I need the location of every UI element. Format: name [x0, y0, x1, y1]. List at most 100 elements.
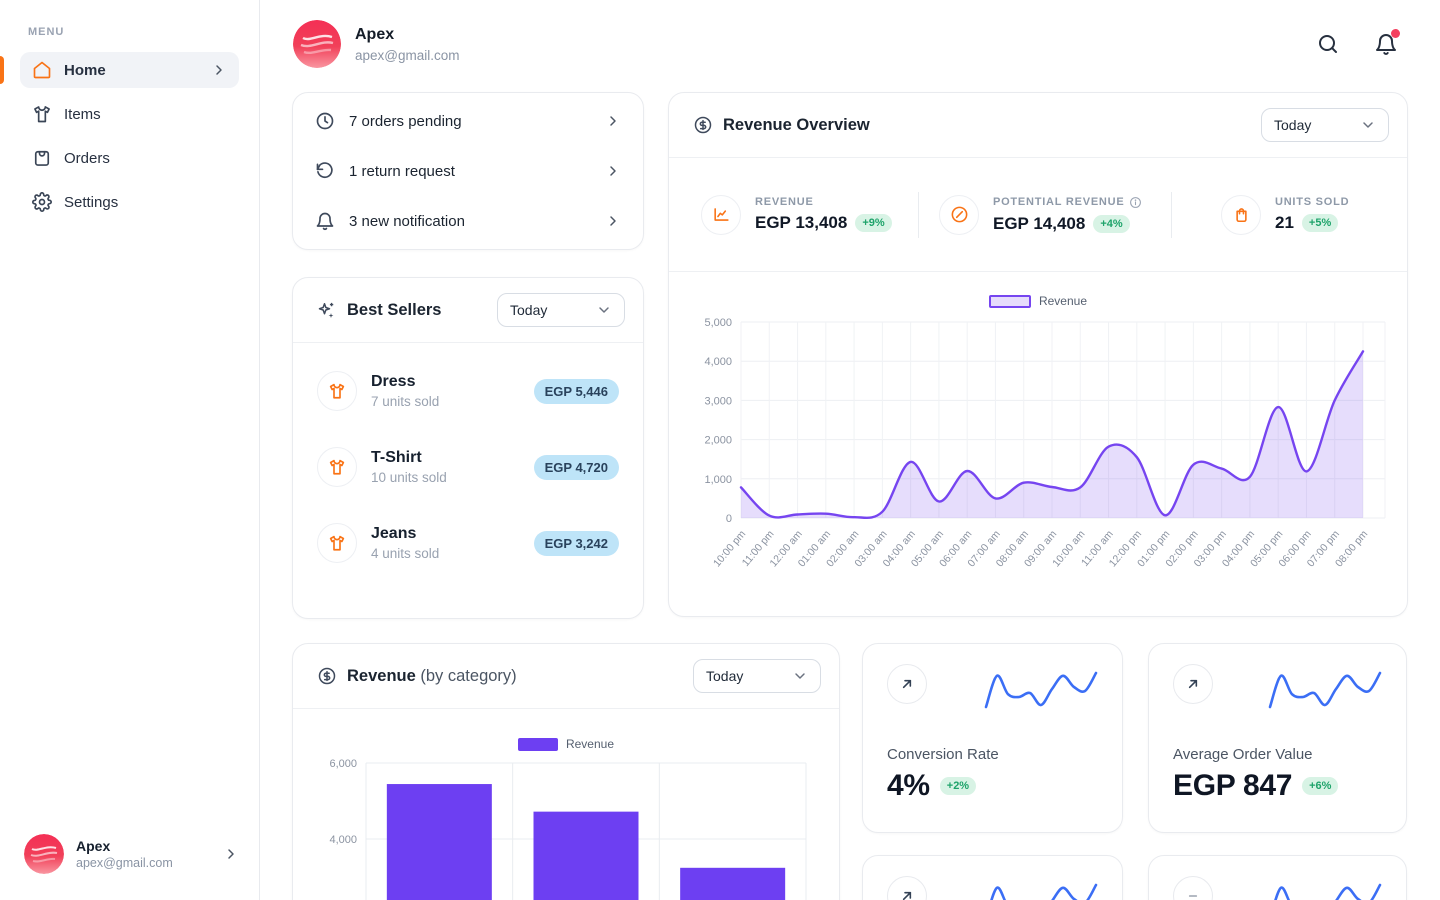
- sidebar-item-settings[interactable]: Settings: [20, 184, 239, 220]
- sidebar-item-orders[interactable]: Orders: [20, 140, 239, 176]
- conversion-rate-card: Conversion Rate 4% +2%: [862, 643, 1123, 833]
- chevron-right-icon: [605, 163, 621, 179]
- sidebar-item-label: Home: [64, 61, 106, 79]
- stat-label: UNITS SOLD: [1275, 196, 1350, 208]
- undo-icon: [315, 161, 335, 181]
- card-title: Best Sellers: [347, 300, 442, 319]
- revenue-by-category-card: Revenue (by category) Today Revenue 02,0…: [292, 643, 840, 900]
- best-seller-row-tshirt[interactable]: T-Shirt 10 units sold EGP 4,720: [317, 429, 619, 505]
- product-tshirt-icon: [317, 447, 357, 487]
- best-seller-row-dress[interactable]: Dress 7 units sold EGP 5,446: [317, 353, 619, 429]
- topbar: Apex apex@gmail.com: [260, 0, 1440, 88]
- notification-bell-icon[interactable]: [1374, 29, 1400, 56]
- sidebar-nav: Home Items Orders Settings: [0, 52, 259, 220]
- product-name: Dress: [371, 373, 416, 390]
- sparkline-chart: [990, 883, 1098, 900]
- new-notifications-row[interactable]: 3 new notification: [315, 196, 621, 246]
- sidebar-item-label: Settings: [64, 193, 119, 211]
- sparkline-chart: [1268, 671, 1382, 709]
- y-axis-tick: 4,000: [704, 356, 732, 368]
- product-price-badge: EGP 4,720: [533, 454, 619, 480]
- best-sellers-list: Dress 7 units sold EGP 5,446 T-Shirt 10 …: [293, 343, 643, 581]
- kpi-label: Average Order Value: [1173, 746, 1313, 763]
- product-name: T-Shirt: [371, 449, 422, 466]
- row-label: 1 return request: [349, 162, 455, 180]
- row-label: 7 orders pending: [349, 112, 462, 130]
- product-price-badge: EGP 3,242: [533, 530, 619, 556]
- gear-icon: [32, 192, 52, 212]
- bar: [386, 784, 492, 900]
- chevron-right-icon: [605, 113, 621, 129]
- arrow-up-right-icon: [887, 876, 927, 900]
- profile-name: Apex: [76, 838, 111, 854]
- dollar-circle-icon: [693, 115, 713, 135]
- kpi-delta-badge: +2%: [939, 777, 977, 795]
- chevron-right-icon: [211, 62, 227, 78]
- legend-swatch: [988, 294, 1031, 308]
- info-icon[interactable]: [1129, 196, 1142, 209]
- y-axis-tick: 5,000: [704, 317, 732, 329]
- product-units: 4 units sold: [371, 546, 440, 561]
- stat-delta-badge: +9%: [855, 214, 892, 232]
- chart-line-icon: [701, 194, 741, 235]
- avatar: [24, 834, 64, 874]
- pending-orders-row[interactable]: 7 orders pending: [315, 96, 621, 146]
- selected-period: Today: [706, 668, 744, 684]
- sidebar-item-items[interactable]: Items: [20, 96, 239, 132]
- sidebar-profile[interactable]: Apex apex@gmail.com: [0, 818, 259, 900]
- product-price-badge: EGP 5,446: [533, 378, 619, 404]
- stat-value: 21: [1275, 213, 1294, 232]
- stat-units-sold: UNITS SOLD 21 +5%: [1172, 194, 1407, 235]
- area-chart-legend: Revenue: [669, 294, 1407, 308]
- minus-icon: [1173, 876, 1213, 900]
- best-sellers-period-select[interactable]: Today: [497, 293, 625, 327]
- stat-value: EGP 13,408: [755, 213, 848, 232]
- bar-chart-legend: Revenue: [293, 737, 839, 751]
- workspace-name: Apex: [355, 25, 395, 43]
- dollar-circle-icon: [317, 666, 337, 686]
- product-units: 10 units sold: [371, 470, 447, 485]
- sidebar-item-home[interactable]: Home: [0, 52, 239, 88]
- chevron-down-icon: [1360, 117, 1376, 133]
- main-content: Apex apex@gmail.com 7 orders pending: [260, 0, 1440, 900]
- row-label: 3 new notification: [349, 212, 465, 230]
- search-icon[interactable]: [1316, 32, 1340, 56]
- workspace-avatar[interactable]: [293, 20, 341, 68]
- stat-delta-badge: +5%: [1301, 214, 1339, 232]
- best-seller-row-jeans[interactable]: Jeans 4 units sold EGP 3,242: [317, 505, 619, 581]
- arrow-up-right-icon: [1173, 664, 1213, 704]
- divider: [918, 191, 919, 238]
- legend-label: Revenue: [1038, 294, 1088, 308]
- chevron-right-icon: [223, 846, 239, 862]
- average-order-value-card: Average Order Value EGP 847 +6%: [1148, 643, 1407, 833]
- sidebar-item-label: Items: [64, 105, 101, 123]
- y-axis-tick: 2,000: [704, 435, 732, 447]
- quick-actions-card: 7 orders pending 1 return request 3 new …: [292, 92, 644, 250]
- chevron-down-icon: [596, 302, 612, 318]
- bell-icon: [315, 211, 335, 231]
- slash-circle-icon: [939, 194, 979, 235]
- chevron-down-icon: [792, 668, 808, 684]
- return-request-row[interactable]: 1 return request: [315, 146, 621, 196]
- stat-delta-badge: +4%: [1093, 214, 1130, 233]
- menu-section-label: MENU: [28, 26, 65, 38]
- revenue-by-category-period-select[interactable]: Today: [693, 659, 821, 693]
- chevron-right-icon: [605, 213, 621, 229]
- clock-icon: [315, 111, 335, 131]
- legend-swatch: [517, 737, 558, 751]
- home-icon: [32, 60, 52, 80]
- tshirt-icon: [32, 104, 52, 124]
- revenue-overview-card: Revenue Overview Today REVENUE EGP 13,40…: [668, 92, 1408, 617]
- product-units: 7 units sold: [371, 394, 440, 409]
- kpi-value: EGP 847: [1173, 769, 1293, 802]
- kpi-delta-badge: +6%: [1302, 777, 1339, 795]
- sidebar: MENU Home Items Orders: [0, 0, 260, 900]
- y-axis-tick: 1,000: [704, 474, 732, 486]
- revenue-overview-period-select[interactable]: Today: [1261, 108, 1389, 142]
- kpi-value: 4%: [887, 769, 930, 802]
- sparkline-chart: [984, 671, 1098, 709]
- workspace-email: apex@gmail.com: [355, 47, 460, 63]
- card-title-suffix: (by category): [420, 666, 517, 685]
